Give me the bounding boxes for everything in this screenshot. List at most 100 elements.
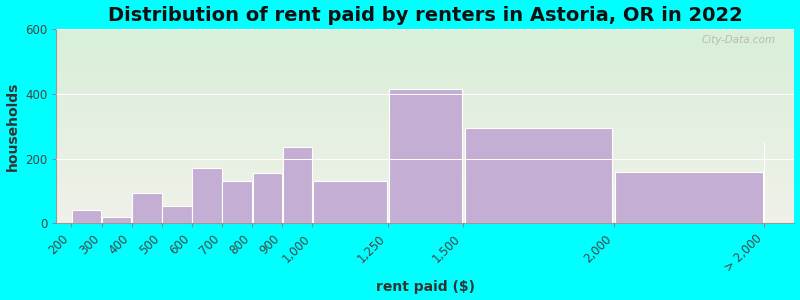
Bar — [56, 214, 794, 215]
Bar — [56, 51, 794, 52]
Bar — [56, 44, 794, 45]
Bar — [56, 46, 794, 47]
Bar — [465, 128, 612, 224]
Bar — [56, 158, 794, 159]
Bar — [192, 168, 222, 224]
Bar — [56, 53, 794, 54]
Bar — [56, 142, 794, 143]
Bar — [56, 197, 794, 198]
Bar — [56, 90, 794, 91]
Bar — [56, 83, 794, 84]
Bar — [56, 209, 794, 210]
Bar — [56, 147, 794, 148]
Bar — [56, 163, 794, 164]
Bar — [56, 56, 794, 57]
Bar — [56, 52, 794, 53]
Bar — [56, 217, 794, 218]
Bar — [56, 101, 794, 102]
Bar — [56, 36, 794, 37]
Bar — [56, 92, 794, 93]
Bar — [56, 87, 794, 88]
Bar — [56, 105, 794, 106]
Bar — [56, 123, 794, 124]
Bar — [56, 33, 794, 34]
Bar — [56, 38, 794, 39]
Bar — [56, 218, 794, 219]
Bar — [314, 181, 387, 224]
Bar — [56, 191, 794, 192]
Bar — [56, 192, 794, 193]
Bar — [56, 67, 794, 68]
Bar — [56, 41, 794, 43]
Bar — [56, 48, 794, 49]
Bar — [56, 65, 794, 66]
Bar — [56, 70, 794, 71]
Bar — [56, 202, 794, 203]
Bar — [56, 165, 794, 166]
Bar — [56, 117, 794, 119]
Bar — [56, 210, 794, 211]
Bar — [56, 74, 794, 75]
Bar — [56, 173, 794, 174]
Bar — [56, 107, 794, 108]
Bar — [56, 211, 794, 212]
Y-axis label: households: households — [6, 82, 19, 171]
Bar — [56, 152, 794, 153]
X-axis label: rent paid ($): rent paid ($) — [376, 280, 475, 294]
Bar — [56, 127, 794, 128]
Bar — [56, 130, 794, 131]
Bar — [56, 212, 794, 213]
Bar — [56, 149, 794, 151]
Bar — [56, 171, 794, 172]
Bar — [56, 213, 794, 214]
Bar — [56, 151, 794, 152]
Bar — [56, 162, 794, 163]
Bar — [56, 193, 794, 194]
Bar — [615, 172, 763, 224]
Bar — [56, 50, 794, 51]
Bar — [56, 96, 794, 97]
Bar — [56, 79, 794, 80]
Bar — [56, 215, 794, 216]
Bar — [56, 179, 794, 180]
Bar — [56, 136, 794, 137]
Bar — [56, 84, 794, 85]
Bar — [56, 108, 794, 109]
Bar — [56, 68, 794, 69]
Bar — [56, 155, 794, 156]
Bar — [56, 129, 794, 130]
Bar — [56, 177, 794, 178]
Bar — [56, 82, 794, 83]
Bar — [56, 99, 794, 100]
Bar — [56, 98, 794, 99]
Bar — [56, 102, 794, 103]
Bar — [56, 203, 794, 204]
Bar — [56, 145, 794, 146]
Bar — [56, 196, 794, 197]
Bar — [56, 220, 794, 221]
Bar — [56, 97, 794, 98]
Bar — [56, 181, 794, 182]
Bar — [56, 199, 794, 200]
Bar — [56, 156, 794, 157]
Bar — [56, 154, 794, 155]
Bar — [56, 45, 794, 46]
Bar — [56, 184, 794, 185]
Bar — [56, 81, 794, 83]
Bar — [56, 170, 794, 171]
Bar — [56, 159, 794, 160]
Bar — [56, 204, 794, 205]
Bar — [56, 61, 794, 62]
Bar — [56, 206, 794, 207]
Bar — [56, 144, 794, 145]
Bar — [56, 66, 794, 67]
Bar — [56, 86, 794, 87]
Bar — [56, 47, 794, 48]
Text: City-Data.com: City-Data.com — [702, 35, 776, 45]
Bar — [56, 143, 794, 144]
Bar — [56, 94, 794, 95]
Bar — [56, 63, 794, 64]
Bar — [56, 141, 794, 142]
Bar — [56, 146, 794, 147]
Bar — [56, 34, 794, 35]
